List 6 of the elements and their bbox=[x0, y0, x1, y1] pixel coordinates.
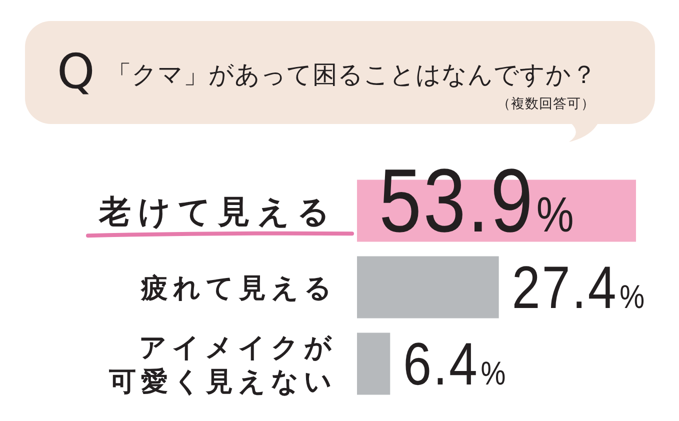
y-tick-label: 疲れて見える bbox=[140, 273, 337, 304]
y-tick-label: アイメイクが可愛く見えない bbox=[108, 332, 337, 398]
data-label: 53.9% bbox=[379, 149, 574, 251]
data-label: 6.4% bbox=[403, 330, 506, 398]
y-tick-label: 老けて見える bbox=[98, 192, 337, 231]
data-label: 27.4% bbox=[512, 254, 645, 321]
